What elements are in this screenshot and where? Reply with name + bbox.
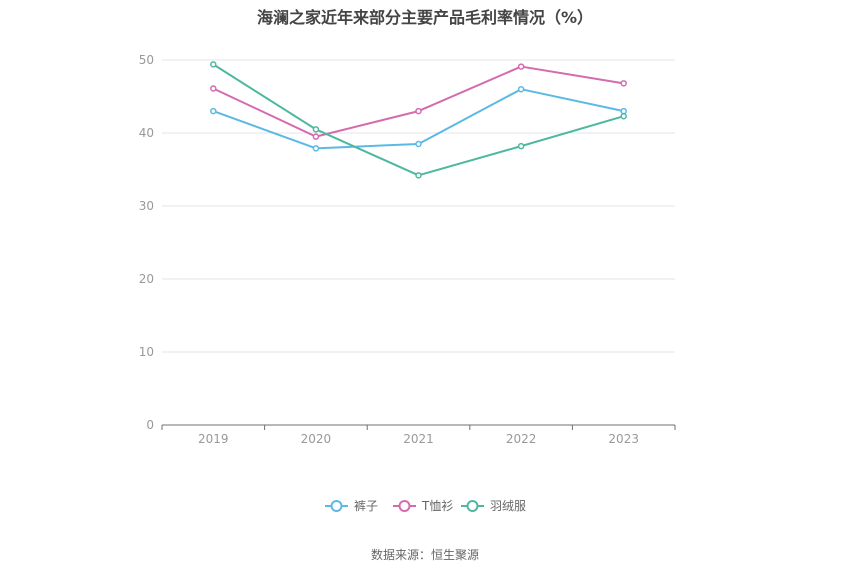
legend-item[interactable]: 羽绒服 bbox=[461, 499, 526, 513]
legend-marker bbox=[466, 500, 479, 512]
legend-item[interactable]: T恤衫 bbox=[393, 499, 453, 513]
legend-label: 羽绒服 bbox=[490, 499, 526, 513]
legend-label: 裤子 bbox=[354, 499, 378, 513]
data-point[interactable] bbox=[415, 172, 422, 179]
data-point[interactable] bbox=[517, 142, 525, 150]
legend-item[interactable]: 裤子 bbox=[325, 499, 378, 513]
data-point[interactable] bbox=[415, 107, 422, 115]
x-tick-label: 2019 bbox=[198, 432, 229, 446]
data-point[interactable] bbox=[517, 63, 525, 70]
y-tick-label: 10 bbox=[139, 345, 154, 359]
legend-marker bbox=[330, 500, 343, 512]
series-line bbox=[212, 63, 624, 177]
x-tick-label: 2021 bbox=[403, 432, 434, 446]
y-tick-label: 30 bbox=[139, 199, 154, 213]
y-tick-label: 20 bbox=[139, 272, 154, 286]
series-2 bbox=[210, 63, 627, 140]
chart-title: 海澜之家近年来部分主要产品毛利率情况（%） bbox=[256, 8, 594, 27]
series-lines bbox=[210, 61, 627, 179]
y-tick-label: 50 bbox=[139, 53, 154, 67]
data-point[interactable] bbox=[620, 107, 627, 115]
x-tick-label: 2022 bbox=[506, 432, 537, 446]
series-1 bbox=[210, 85, 627, 152]
legend[interactable]: 裤子 T恤衫 羽绒服 bbox=[325, 499, 526, 513]
data-point[interactable] bbox=[210, 61, 217, 68]
data-point[interactable] bbox=[312, 126, 320, 133]
legend-marker bbox=[398, 500, 411, 512]
series-3 bbox=[210, 61, 627, 179]
x-tick-label: 2020 bbox=[301, 432, 332, 446]
data-point[interactable] bbox=[415, 140, 422, 148]
series-line bbox=[212, 65, 624, 138]
y-tick-label: 0 bbox=[146, 418, 154, 432]
data-point[interactable] bbox=[210, 107, 217, 115]
data-point[interactable] bbox=[312, 145, 320, 152]
data-point[interactable] bbox=[620, 112, 627, 120]
data-point[interactable] bbox=[620, 80, 627, 87]
grid-lines bbox=[162, 59, 675, 353]
series-line bbox=[212, 88, 624, 150]
axes: 0 10 20 30 40 50 2019 2020 2021 2022 2023 bbox=[139, 53, 676, 446]
data-point[interactable] bbox=[312, 133, 320, 140]
x-tick-label: 2023 bbox=[608, 432, 639, 446]
data-point[interactable] bbox=[517, 85, 525, 93]
legend-label: T恤衫 bbox=[421, 499, 453, 513]
y-tick-label: 40 bbox=[139, 126, 154, 140]
data-point[interactable] bbox=[210, 85, 217, 92]
data-source-note: 数据来源：恒生聚源 bbox=[370, 548, 479, 562]
